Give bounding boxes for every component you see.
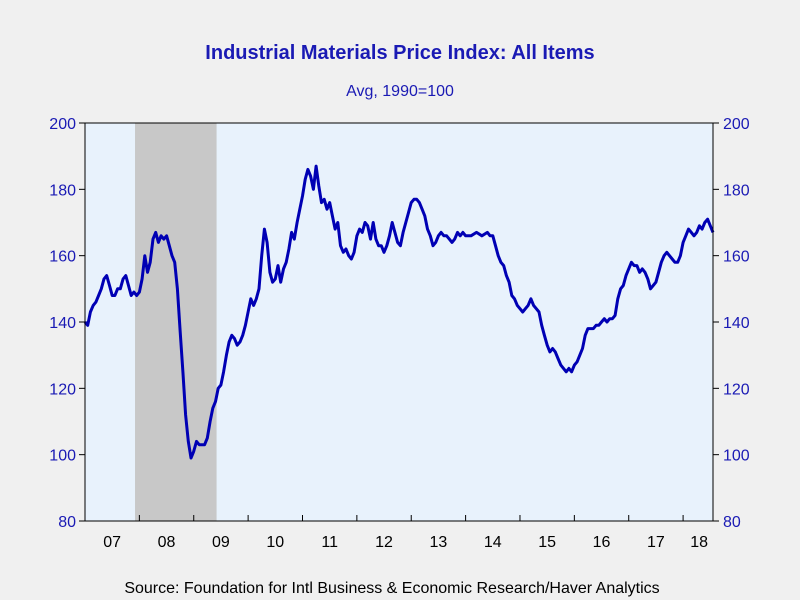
y-tick-label-right: 80 <box>723 514 741 531</box>
chart-title: Industrial Materials Price Index: All It… <box>205 42 594 64</box>
x-tick-label: 10 <box>266 534 284 551</box>
y-tick-label-right: 200 <box>723 116 750 133</box>
y-tick-label-left: 80 <box>58 514 76 531</box>
y-tick-label-right: 140 <box>723 315 750 332</box>
y-tick-label-right: 120 <box>723 381 750 398</box>
x-tick-label: 18 <box>690 534 708 551</box>
source-note: Source: Foundation for Intl Business & E… <box>124 580 659 597</box>
x-tick-label: 09 <box>212 534 230 551</box>
y-tick-label-left: 160 <box>49 249 76 266</box>
y-tick-label-left: 140 <box>49 315 76 332</box>
x-tick-label: 17 <box>647 534 665 551</box>
x-tick-label: 14 <box>484 534 502 551</box>
x-tick-label: 15 <box>538 534 556 551</box>
x-tick-label: 08 <box>158 534 176 551</box>
x-tick-label: 13 <box>430 534 448 551</box>
y-tick-label-left: 180 <box>49 182 76 199</box>
y-tick-label-right: 160 <box>723 249 750 266</box>
x-tick-label: 16 <box>593 534 611 551</box>
y-tick-label-right: 180 <box>723 182 750 199</box>
y-tick-label-left: 100 <box>49 448 76 465</box>
y-tick-label-left: 200 <box>49 116 76 133</box>
chart-subtitle: Avg, 1990=100 <box>346 83 454 100</box>
x-tick-label: 12 <box>375 534 393 551</box>
x-tick-label: 11 <box>321 534 338 551</box>
recession-band <box>135 123 217 521</box>
x-tick-label: 07 <box>103 534 121 551</box>
series-line <box>83 164 715 460</box>
y-tick-label-left: 120 <box>49 381 76 398</box>
y-tick-label-right: 100 <box>723 448 750 465</box>
